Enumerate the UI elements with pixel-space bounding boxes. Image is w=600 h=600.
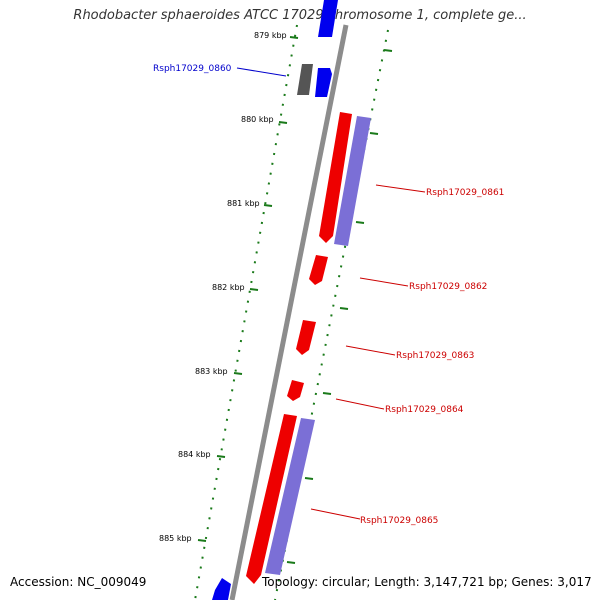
gene-rsph17029-0861[interactable] (319, 112, 352, 243)
tick-label: 880 kbp (241, 115, 274, 124)
gene-rsph17029-0860[interactable] (315, 68, 332, 97)
gene-rsph17029-0860-shadow[interactable] (297, 64, 313, 95)
inner-scale-ring (194, 24, 298, 600)
gene-label[interactable]: Rsph17029_0861 (426, 188, 504, 198)
outer-scale-ring (274, 29, 389, 600)
map-title: Rhodobacter sphaeroides ATCC 17029 chrom… (73, 8, 527, 23)
gene-label[interactable]: Rsph17029_0865 (360, 516, 438, 526)
tick-label: 879 kbp (254, 31, 287, 40)
genome-summary-text: Topology: circular; Length: 3,147,721 bp… (262, 575, 592, 589)
major-ticks (197, 36, 393, 564)
gene-label[interactable]: Rsph17029_0864 (385, 405, 464, 415)
gene-label[interactable]: Rsph17029_0860 (153, 64, 232, 74)
forward-gene[interactable] (318, 0, 338, 37)
chromosome-backbone (229, 24, 349, 600)
gene-label[interactable]: Rsph17029_0863 (396, 351, 474, 361)
gene-rsph17029-0863[interactable] (296, 320, 316, 355)
tick-label: 883 kbp (195, 367, 228, 376)
forward-gene[interactable] (212, 578, 231, 600)
gene-rsph17029-0864[interactable] (287, 380, 304, 401)
tick-label: 884 kbp (178, 450, 211, 459)
accession-text: Accession: NC_009049 (10, 575, 147, 589)
gene-label[interactable]: Rsph17029_0862 (409, 282, 487, 292)
cds-rsph17029-0861[interactable] (334, 116, 371, 246)
cds-rsph17029-0865[interactable] (265, 418, 315, 575)
gene-rsph17029-0862[interactable] (309, 255, 328, 285)
tick-label: 882 kbp (212, 283, 245, 292)
tick-label: 885 kbp (159, 534, 192, 543)
tick-label: 881 kbp (227, 199, 260, 208)
leader-lines (236, 67, 426, 520)
gene-rsph17029-0865[interactable] (246, 414, 297, 584)
